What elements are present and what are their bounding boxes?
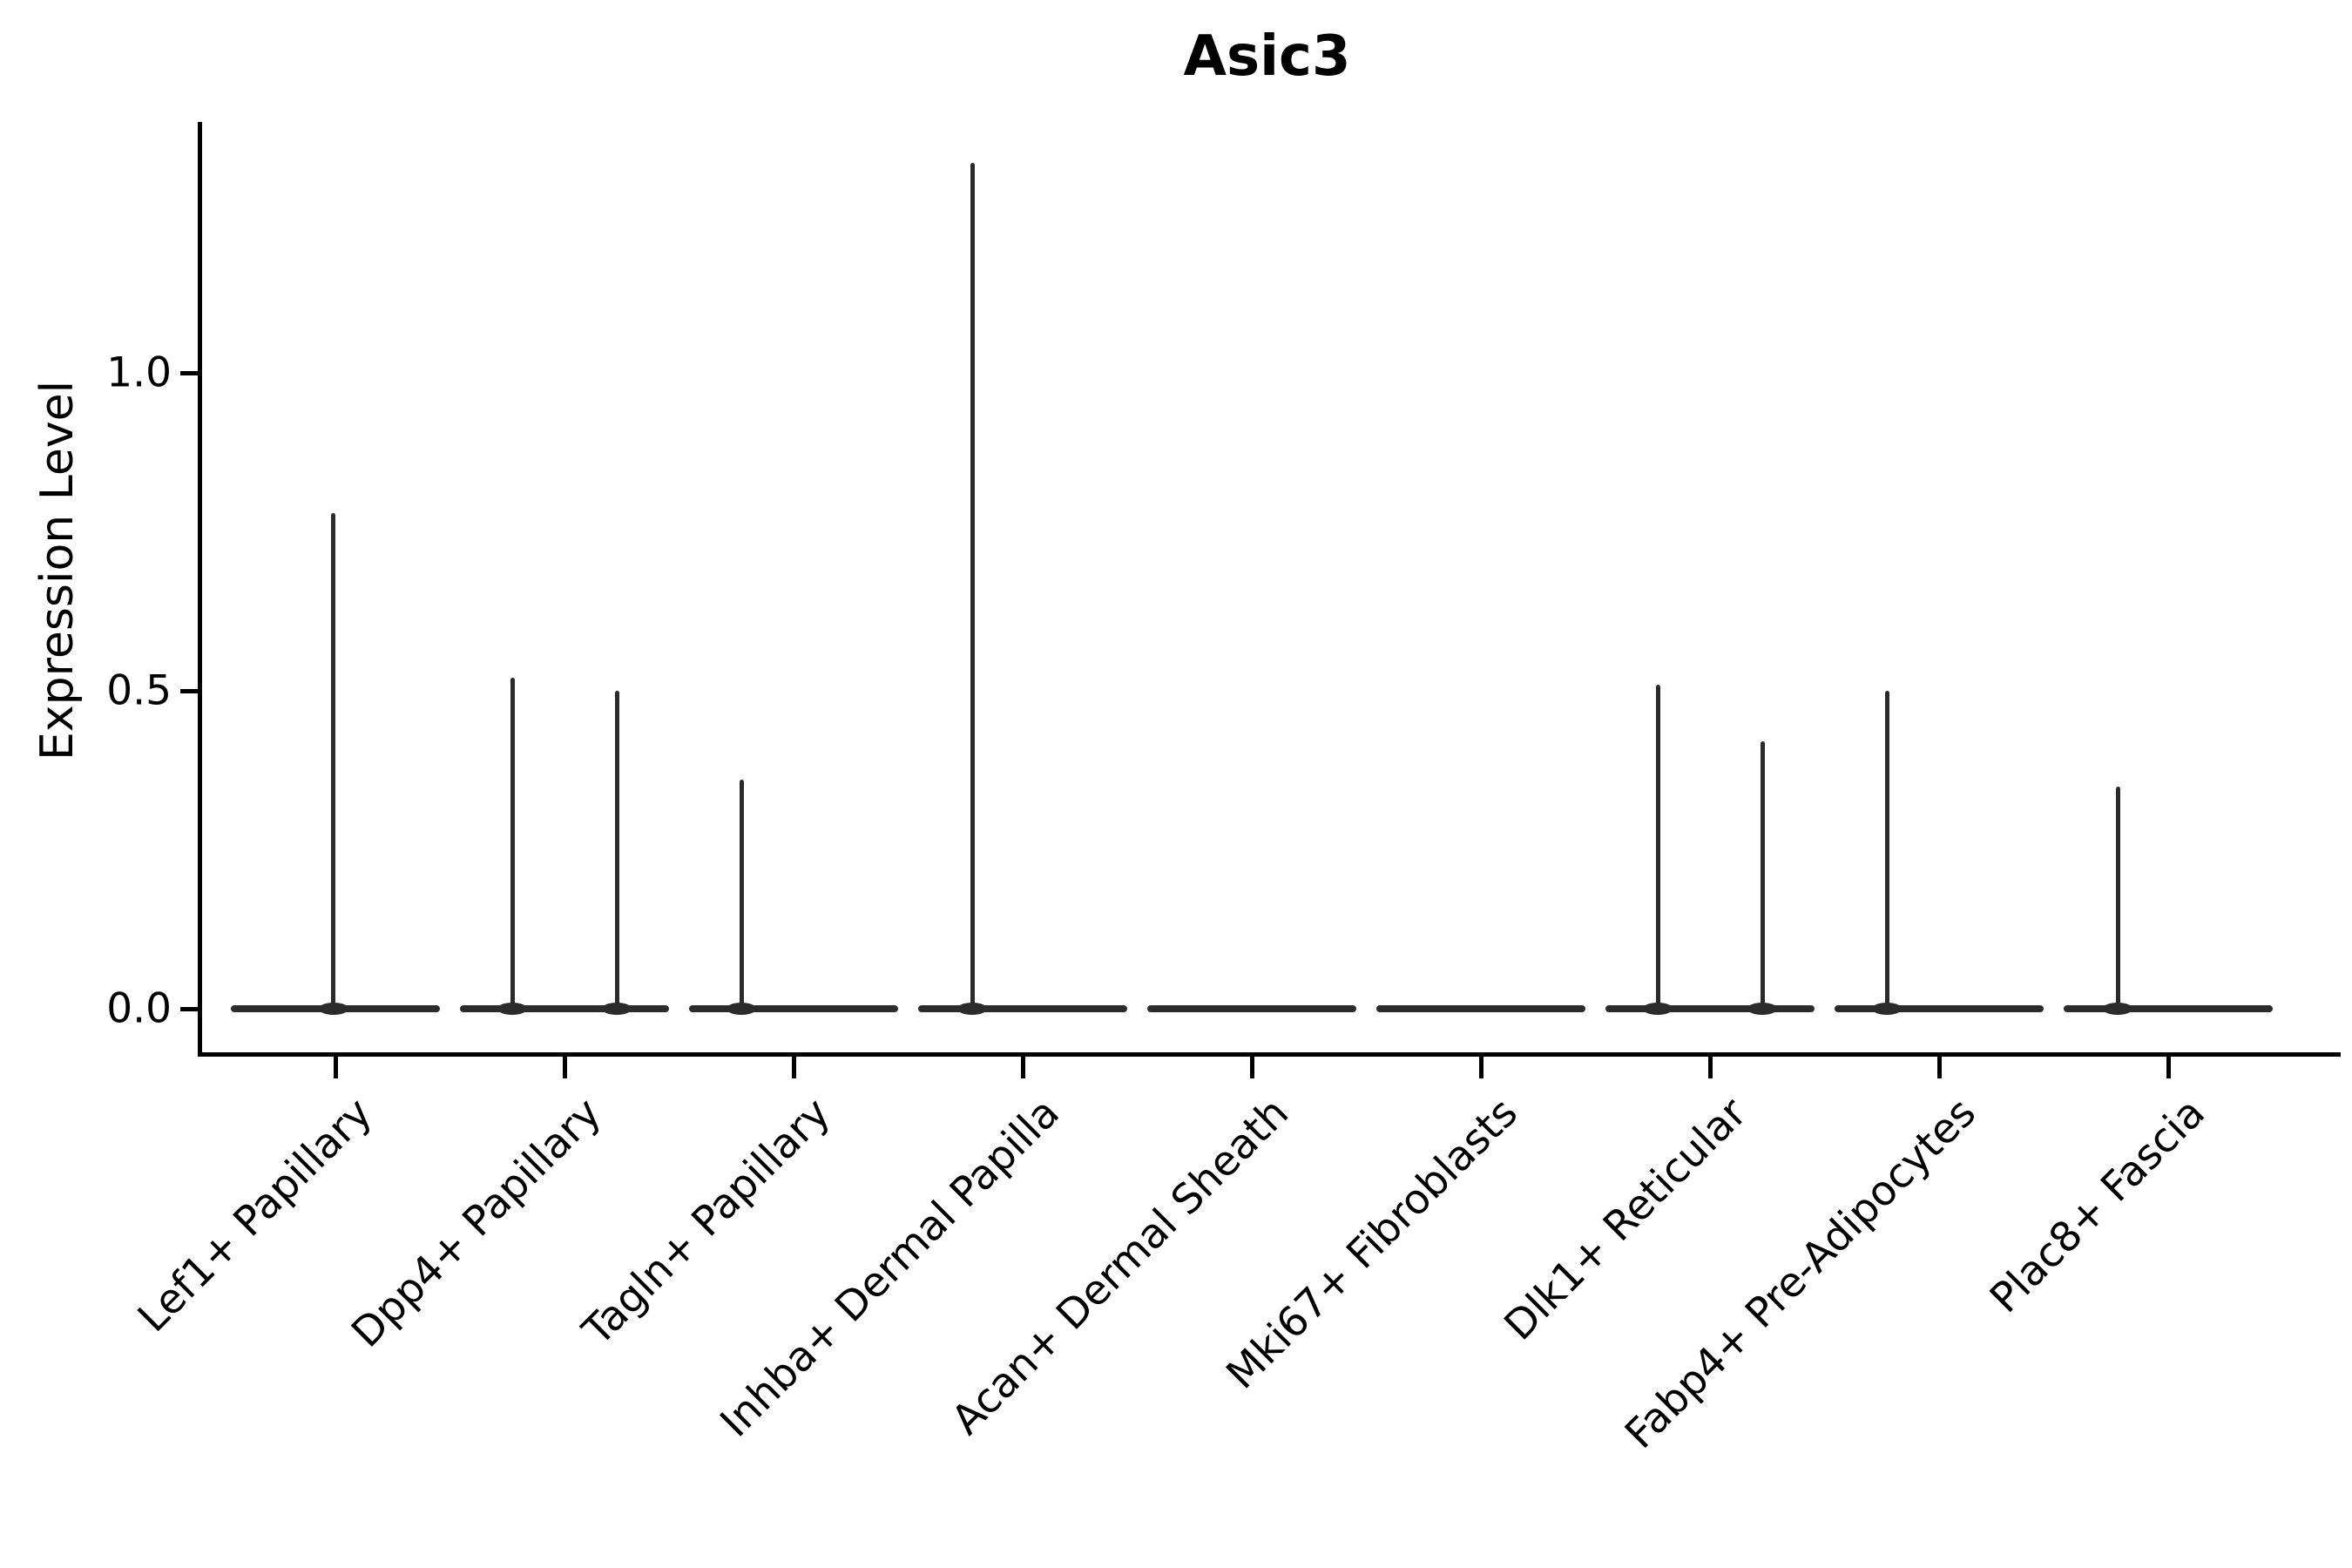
y-tick-mark — [180, 688, 198, 693]
violin-spike — [1760, 741, 1765, 1011]
plot-area — [198, 122, 2341, 1057]
y-tick-mark — [180, 1006, 198, 1011]
violin-spike — [1884, 691, 1889, 1011]
x-tick-mark — [333, 1057, 338, 1078]
x-tick-mark — [1707, 1057, 1713, 1078]
y-tick-label: 0.5 — [106, 666, 172, 715]
y-axis-label-text: Expression Level — [31, 380, 84, 761]
x-tick-mark — [1249, 1057, 1254, 1078]
violin-spike — [2115, 786, 2120, 1011]
y-tick-label: 1.0 — [106, 348, 172, 397]
violin-spike — [331, 512, 336, 1011]
x-tick-label: Lef1+ Papillary — [128, 1089, 382, 1342]
violin-spike — [970, 163, 975, 1011]
x-tick-mark — [1936, 1057, 1942, 1078]
x-tick-mark — [791, 1057, 796, 1078]
chart-title: Asic3 — [1183, 24, 1351, 89]
x-tick-label: Tagln+ Papillary — [573, 1089, 840, 1355]
violin-body — [2064, 1005, 2273, 1012]
violin-body — [1605, 1005, 1815, 1012]
x-tick-label: Plac8+ Fascia — [1980, 1089, 2214, 1322]
x-tick-mark — [1478, 1057, 1484, 1078]
x-tick-mark — [562, 1057, 567, 1078]
violin-spike — [739, 780, 744, 1011]
x-tick-label: Dlk1+ Reticular — [1495, 1089, 1756, 1350]
violin-spike — [1655, 684, 1660, 1011]
x-tick-mark — [1020, 1057, 1025, 1078]
violin-body — [460, 1005, 669, 1012]
violin-body — [918, 1005, 1127, 1012]
violin-body — [1376, 1005, 1585, 1012]
y-tick-mark — [180, 370, 198, 375]
violin-body — [689, 1005, 898, 1012]
violin-spike — [510, 678, 515, 1011]
violin-body — [1835, 1005, 2044, 1012]
violin-body — [1147, 1005, 1356, 1012]
y-tick-label: 0.0 — [106, 984, 172, 1033]
violin-spike — [614, 691, 619, 1011]
x-tick-mark — [2166, 1057, 2171, 1078]
x-tick-label: Dpp4+ Papillary — [342, 1089, 611, 1357]
